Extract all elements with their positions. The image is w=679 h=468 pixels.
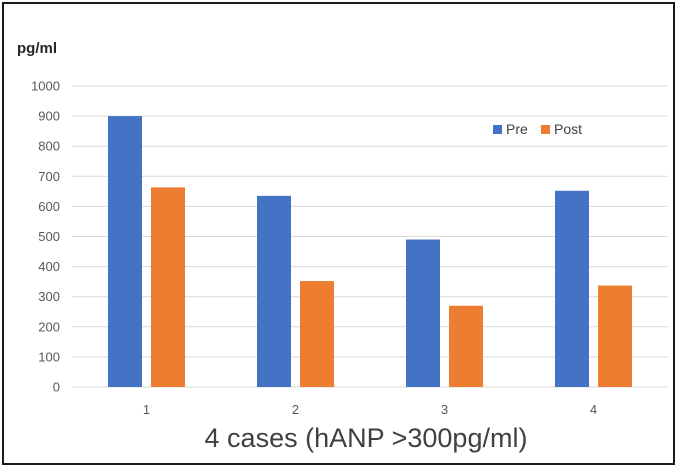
bar-pre-3 [406,239,440,387]
legend: Pre Post [493,121,582,137]
y-tick-label: 500 [38,229,60,244]
y-tick-label: 100 [38,349,60,364]
x-axis-ticks: 1 2 3 4 [143,402,597,417]
bar-post-1 [151,187,185,387]
bars [108,116,632,387]
legend-label-pre: Pre [506,121,528,137]
bar-pre-2 [257,195,291,387]
bar-pre-4 [555,190,589,387]
y-tick-label: 600 [38,199,60,214]
bar-post-4 [598,285,632,387]
x-tick-label: 2 [292,402,299,417]
y-axis-ticks: 0 100 200 300 400 500 600 700 800 900 1000 [31,79,60,395]
bar-pre-1 [108,116,142,387]
legend-swatch-pre [493,125,502,134]
y-tick-label: 400 [38,259,60,274]
bar-post-2 [300,281,334,387]
x-axis-title: 4 cases (hANP >300pg/ml) [205,423,528,453]
x-tick-label: 3 [441,402,448,417]
y-tick-label: 700 [38,169,60,184]
y-tick-label: 800 [38,139,60,154]
y-tick-label: 300 [38,289,60,304]
legend-label-post: Post [554,121,582,137]
legend-swatch-post [541,125,550,134]
y-tick-label: 1000 [31,79,60,94]
y-axis-unit-label: pg/ml [17,40,57,57]
y-tick-label: 900 [38,109,60,124]
y-tick-label: 200 [38,319,60,334]
x-tick-label: 4 [590,402,597,417]
x-tick-label: 1 [143,402,150,417]
bar-post-3 [449,305,483,387]
y-tick-label: 0 [53,380,60,395]
